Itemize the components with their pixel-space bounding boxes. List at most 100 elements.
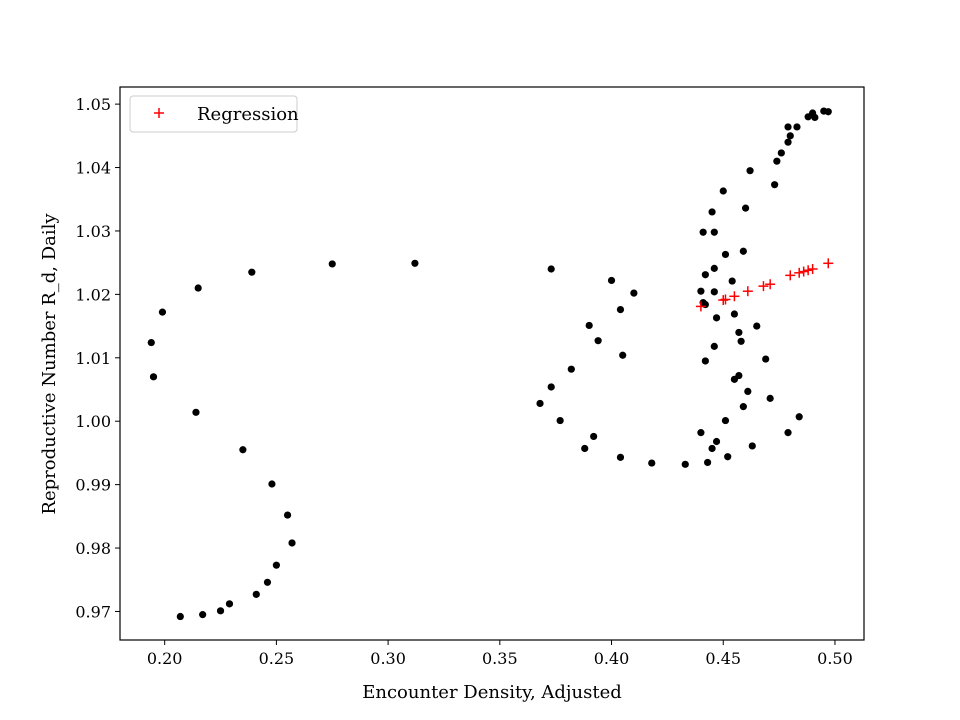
y-tick-label: 1.04 — [75, 159, 111, 178]
data-point — [411, 259, 419, 267]
x-tick-label: 0.40 — [594, 649, 630, 668]
data-point — [176, 612, 184, 621]
data-point — [248, 268, 256, 276]
data-point — [746, 167, 754, 175]
data-point — [748, 442, 756, 450]
x-tick-label: 0.25 — [259, 649, 295, 668]
y-tick-label: 1.03 — [75, 222, 111, 241]
data-point — [619, 351, 627, 359]
legend: Regression — [129, 95, 299, 133]
data-point — [824, 108, 832, 116]
data-point — [192, 408, 200, 416]
data-point — [585, 321, 593, 330]
legend-box — [129, 95, 298, 133]
data-point — [699, 228, 707, 236]
x-axis-label: Encounter Density, Adjusted — [362, 682, 622, 703]
data-point — [710, 288, 718, 296]
data-point — [616, 453, 625, 461]
data-point — [616, 305, 625, 314]
data-point — [701, 271, 709, 279]
legend-plus-marker — [154, 108, 164, 118]
data-point — [773, 157, 781, 165]
data-point — [147, 338, 155, 347]
data-point — [158, 308, 167, 316]
regression-point — [823, 258, 834, 269]
data-point — [225, 600, 234, 608]
data-point — [556, 416, 564, 425]
data-point — [784, 138, 792, 146]
data-point — [730, 310, 739, 318]
legend-marker-regression — [154, 108, 164, 118]
data-point — [724, 453, 732, 461]
regression-point — [695, 301, 706, 312]
data-point — [737, 337, 745, 345]
y-tick-label: 1.02 — [75, 285, 111, 304]
data-point — [239, 446, 247, 454]
plot-frame — [119, 86, 865, 641]
data-point — [784, 429, 792, 437]
data-point — [697, 287, 705, 295]
data-point — [288, 539, 296, 547]
data-point — [594, 337, 602, 345]
data-point — [149, 373, 158, 381]
regression-point — [758, 281, 769, 292]
data-point — [590, 432, 598, 441]
x-tick-label: 0.35 — [482, 649, 518, 668]
data-point — [263, 578, 272, 586]
data-point — [721, 250, 730, 259]
data-point — [762, 355, 770, 363]
data-point — [630, 289, 638, 297]
data-point — [784, 123, 792, 131]
y-tick-label: 0.97 — [75, 602, 111, 621]
y-tick-label: 0.98 — [75, 539, 111, 558]
regression-point — [807, 264, 818, 275]
regression-point — [720, 294, 731, 305]
y-tick-label: 1.05 — [75, 95, 111, 114]
x-tick-label: 0.45 — [705, 649, 741, 668]
data-point — [739, 403, 747, 411]
regression-point — [803, 265, 814, 276]
data-point — [708, 208, 716, 216]
data-point — [766, 394, 774, 402]
plot-marks — [147, 107, 834, 621]
data-point — [739, 247, 747, 255]
data-point — [536, 399, 544, 408]
data-point — [216, 607, 225, 615]
data-point — [728, 277, 736, 285]
data-point — [708, 444, 716, 453]
data-point — [272, 561, 280, 569]
data-point — [735, 328, 743, 337]
data-point — [786, 132, 794, 140]
data-point — [607, 276, 616, 285]
data-point — [795, 413, 803, 421]
x-tick-label: 0.20 — [147, 649, 183, 668]
data-point — [328, 260, 336, 268]
data-point — [581, 444, 589, 453]
data-point — [681, 460, 689, 468]
data-point — [712, 437, 721, 446]
data-point — [719, 187, 727, 195]
data-point — [194, 284, 202, 292]
data-point — [547, 265, 555, 273]
y-tick-label: 1.00 — [75, 412, 111, 431]
data-point — [811, 113, 819, 122]
y-tick-label: 1.01 — [75, 349, 111, 368]
data-point — [710, 228, 718, 236]
data-point — [648, 459, 656, 467]
data-point — [741, 204, 750, 212]
data-point — [721, 416, 730, 425]
data-point — [771, 181, 779, 189]
data-point — [753, 322, 761, 330]
data-point — [697, 429, 705, 437]
regression-point — [765, 279, 776, 290]
data-point — [701, 357, 709, 365]
data-point — [735, 371, 743, 380]
data-point — [547, 383, 555, 391]
legend-label-regression: Regression — [197, 104, 299, 125]
y-tick-label: 0.99 — [75, 476, 111, 495]
data-point — [744, 387, 752, 396]
data-point — [704, 458, 712, 467]
y-axis-label: Reproductive Number R_d, Daily — [39, 213, 60, 515]
data-point — [793, 123, 801, 131]
